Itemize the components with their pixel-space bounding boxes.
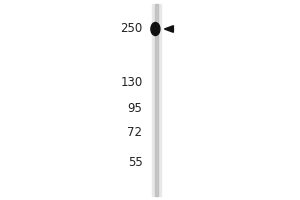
Text: 55: 55 xyxy=(128,156,142,170)
Bar xyxy=(154,4,158,196)
Text: 250: 250 xyxy=(120,22,142,36)
Text: 95: 95 xyxy=(128,102,142,116)
Polygon shape xyxy=(164,26,173,32)
Text: 72: 72 xyxy=(128,127,142,140)
Text: 130: 130 xyxy=(120,76,142,90)
Bar xyxy=(152,4,160,196)
Ellipse shape xyxy=(151,22,160,36)
